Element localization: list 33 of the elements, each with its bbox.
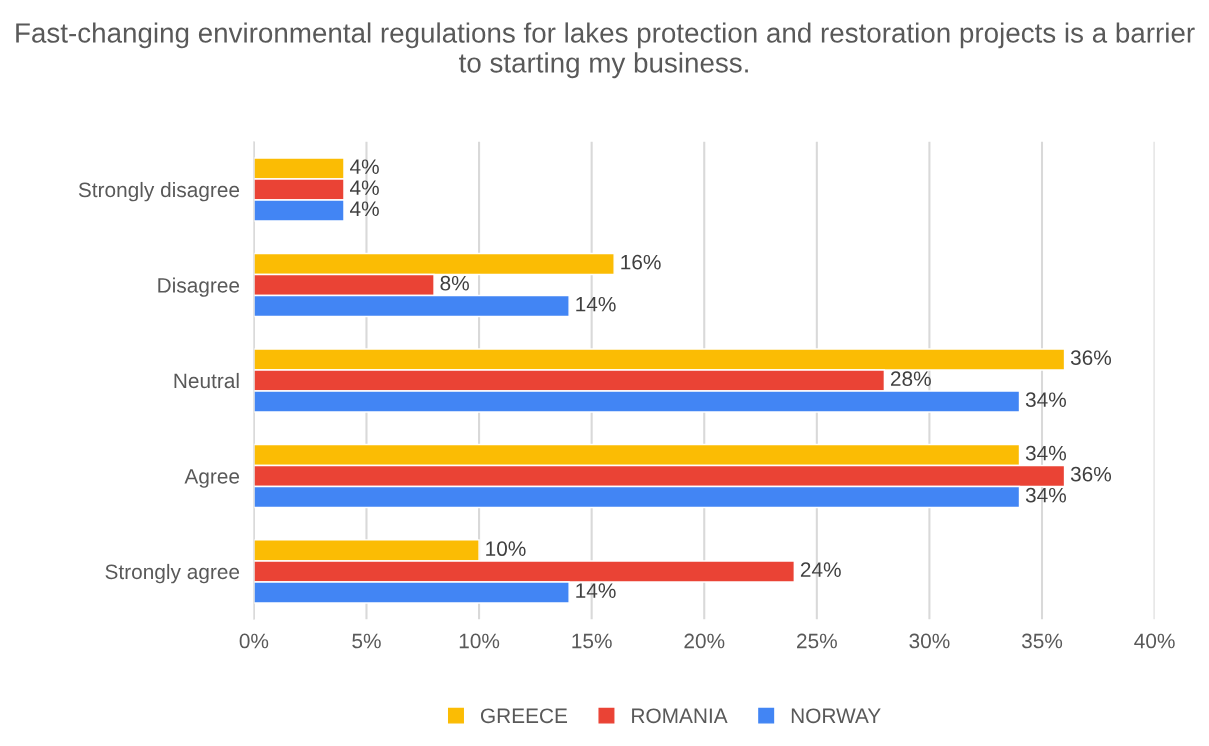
data-label: 16%	[621, 254, 661, 270]
data-label: 14%	[576, 296, 616, 312]
x-tick-label: 0%	[239, 633, 269, 649]
legend-label: GREECE	[480, 708, 568, 724]
x-tick-label: 5%	[352, 633, 381, 649]
legend-label: NORWAY	[791, 708, 881, 724]
y-tick-label: Strongly agree	[105, 563, 240, 584]
y-tick-label: Agree	[184, 469, 240, 488]
data-label: 36%	[1070, 350, 1112, 366]
data-label: 4%	[349, 201, 379, 216]
x-tick-label: 20%	[684, 633, 725, 649]
y-tick-label: Strongly disagree	[78, 181, 240, 202]
x-tick-label: 15%	[572, 633, 612, 649]
data-label: 34%	[1025, 392, 1066, 408]
x-tick-label: 30%	[909, 633, 950, 649]
y-tick-label: Disagree	[158, 277, 240, 297]
x-tick-label: 25%	[797, 633, 837, 649]
data-label: 28%	[890, 371, 931, 387]
data-label: 4%	[349, 180, 379, 195]
x-tick-label: 35%	[1021, 633, 1063, 649]
data-label: 10%	[486, 541, 526, 557]
x-tick-label: 40%	[1134, 633, 1175, 649]
data-label: 34%	[1025, 445, 1066, 461]
data-label: 8%	[440, 275, 469, 291]
data-label: 36%	[1070, 466, 1112, 482]
legend-label: ROMANIA	[632, 708, 728, 724]
data-label: 14%	[576, 583, 616, 598]
data-label: 34%	[1025, 487, 1066, 503]
chart-title: Fast-changing environmental regulations for lakes protection and restoration projects is a barrier to starting my business.	[16, 22, 1195, 79]
data-label: 4%	[349, 159, 379, 174]
y-tick-label: Neutral	[174, 372, 239, 389]
x-tick-label: 10%	[459, 633, 500, 649]
data-label: 24%	[800, 562, 841, 577]
